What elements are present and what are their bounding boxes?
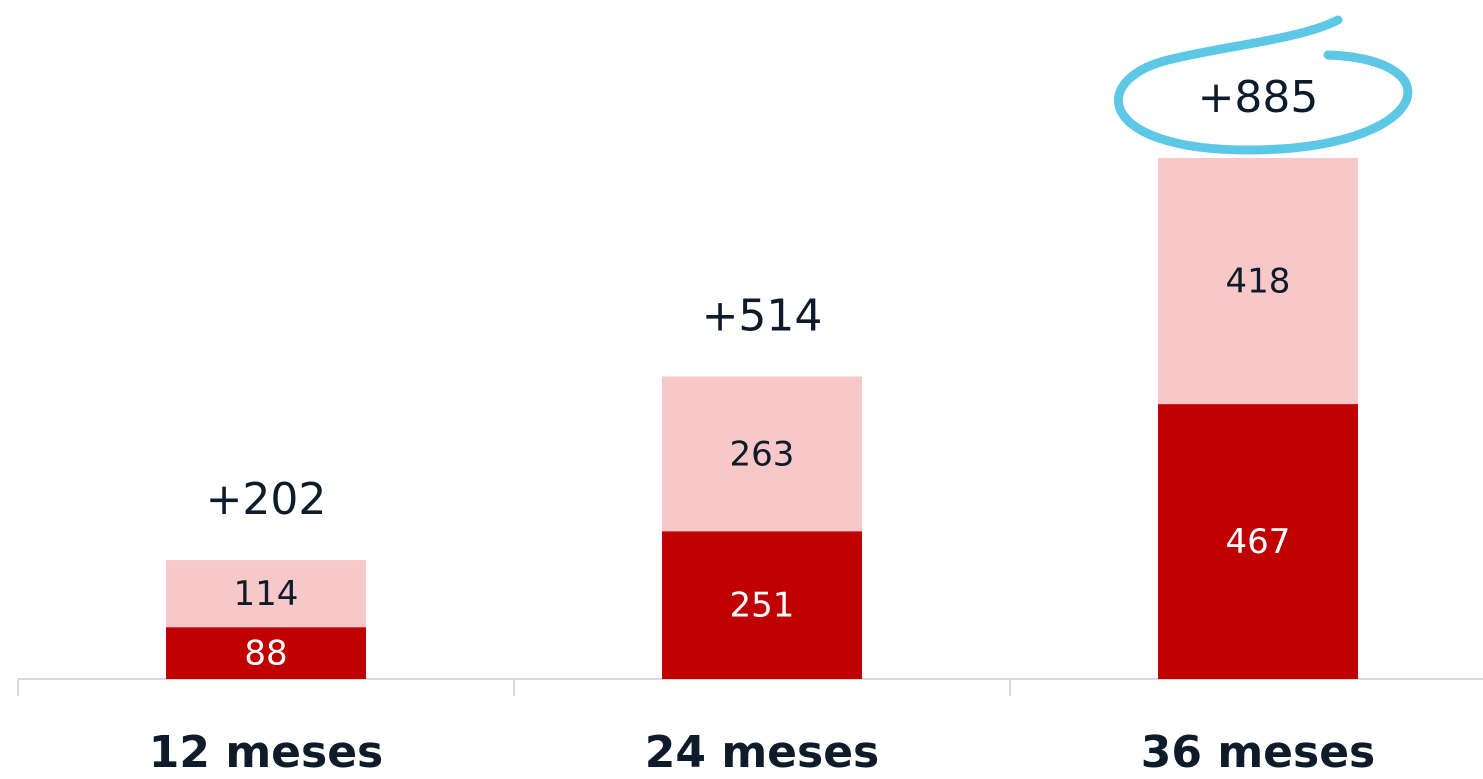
highlight-circle xyxy=(1113,15,1413,155)
value-label: 467 xyxy=(1226,522,1291,562)
bar-segment xyxy=(662,531,862,679)
bar-segment xyxy=(166,560,366,628)
value-label: 418 xyxy=(1226,262,1291,302)
value-label: 114 xyxy=(234,574,299,614)
total-label: +514 xyxy=(702,290,823,341)
bar-segment xyxy=(662,376,862,532)
bar-segment xyxy=(166,627,366,679)
x-tick-label: 12 meses xyxy=(149,727,383,778)
bar-segment xyxy=(1158,404,1358,679)
bar-segment xyxy=(1158,158,1358,405)
x-tick-label: 36 meses xyxy=(1141,727,1375,778)
total-label: +202 xyxy=(206,474,327,525)
value-label: 263 xyxy=(730,434,795,474)
x-tick-label: 24 meses xyxy=(645,727,879,778)
value-label: 251 xyxy=(730,586,795,626)
value-label: 88 xyxy=(244,634,287,674)
total-label: +885 xyxy=(1198,72,1319,123)
